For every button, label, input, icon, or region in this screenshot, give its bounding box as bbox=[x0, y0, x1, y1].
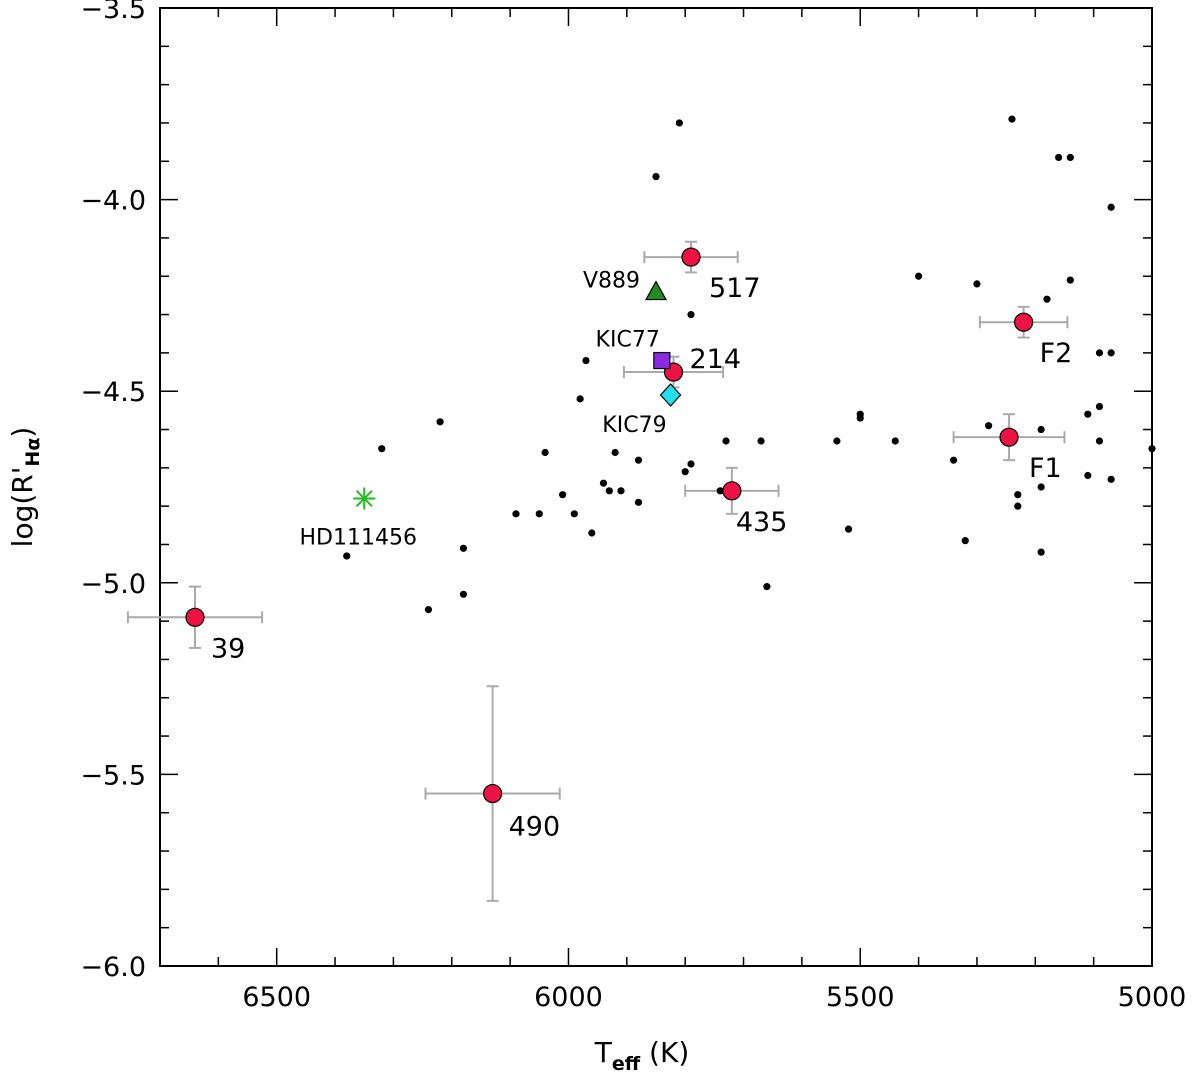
comparison-star-point bbox=[576, 395, 584, 403]
comparison-star-point bbox=[459, 590, 468, 598]
kic77-marker bbox=[653, 351, 671, 370]
comparison-star-point bbox=[961, 537, 969, 545]
comparison-star-point bbox=[605, 487, 613, 495]
comparison-stars bbox=[343, 115, 1156, 614]
target-label-490: 490 bbox=[509, 812, 561, 843]
comparison-star-point bbox=[757, 437, 765, 445]
comparison-star-point bbox=[687, 310, 695, 319]
kic79-label: KIC79 bbox=[602, 413, 666, 438]
comparison-star-point bbox=[652, 173, 660, 181]
comparison-star-point bbox=[1037, 483, 1045, 491]
comparison-star-point bbox=[1107, 475, 1115, 483]
comparison-star-point bbox=[424, 606, 433, 614]
comparison-star-point bbox=[985, 422, 993, 430]
target-star-39 bbox=[185, 607, 205, 627]
comparison-star-point bbox=[588, 529, 596, 537]
target-star-517 bbox=[681, 247, 701, 267]
comparison-star-point bbox=[634, 456, 643, 464]
y-tick-label: −6.0 bbox=[80, 952, 146, 983]
comparison-star-point bbox=[1037, 548, 1045, 556]
comparison-star-point bbox=[675, 119, 683, 127]
comparison-star-point bbox=[1148, 445, 1156, 453]
comparison-star-point bbox=[459, 544, 468, 552]
comparison-star-point bbox=[611, 448, 619, 457]
target-label-39: 39 bbox=[211, 633, 245, 664]
x-tick-label: 5500 bbox=[826, 982, 895, 1013]
comparison-star-point bbox=[687, 460, 695, 468]
y-tick-label: −4.0 bbox=[80, 186, 146, 217]
target-star-490 bbox=[483, 783, 503, 804]
comparison-star-point bbox=[436, 418, 444, 426]
comparison-star-point bbox=[950, 456, 958, 464]
comparison-star-point bbox=[1014, 502, 1022, 510]
comparison-star-point bbox=[1055, 153, 1063, 162]
y-axis-title: log(R'Hα) bbox=[6, 427, 44, 548]
target-star-F2 bbox=[1014, 312, 1034, 332]
target-label-F1: F1 bbox=[1029, 453, 1062, 484]
comparison-star-point bbox=[582, 356, 590, 365]
axes: 6500 6000 5500 5000 −3.5 −4.0 −4.5 −5.0 −5.5 −6.0… bbox=[6, 0, 1186, 1075]
comparison-star-point bbox=[559, 491, 567, 499]
comparison-star-point bbox=[378, 445, 386, 453]
comparison-star-point bbox=[1107, 203, 1115, 211]
kic77-label: KIC77 bbox=[596, 328, 660, 353]
comparison-star-point bbox=[1043, 295, 1051, 303]
plot-frame bbox=[159, 7, 1153, 967]
comparison-star-point bbox=[1037, 425, 1045, 434]
comparison-star-point bbox=[535, 510, 543, 518]
comparison-star-point bbox=[1008, 115, 1016, 123]
x-tick-label: 6500 bbox=[242, 982, 311, 1013]
comparison-star-point bbox=[1014, 491, 1022, 499]
comparison-star-point bbox=[634, 498, 643, 506]
comparison-star-point bbox=[856, 414, 864, 422]
y-tick-label: −5.5 bbox=[80, 760, 146, 791]
y-tick-label: −5.0 bbox=[80, 569, 146, 600]
comparison-star-point bbox=[512, 510, 520, 518]
comparison-star-point bbox=[541, 448, 549, 457]
comparison-star-point bbox=[914, 272, 923, 280]
point-labels: 517 214 435 39 490 F2 F1 V889 KIC77 KIC79 HD111456 bbox=[211, 269, 1072, 843]
comparison-star-point bbox=[891, 437, 899, 445]
comparison-star-point bbox=[1066, 153, 1074, 162]
comparison-star-point bbox=[599, 479, 608, 487]
target-label-214: 214 bbox=[690, 344, 742, 375]
kic79-marker bbox=[659, 383, 682, 407]
comparison-star-point bbox=[833, 437, 841, 445]
x-tick-label: 6000 bbox=[534, 982, 603, 1013]
hd111456-marker bbox=[353, 487, 376, 510]
comparison-star-point bbox=[1084, 471, 1092, 480]
special-stars bbox=[353, 280, 682, 510]
target-label-F2: F2 bbox=[1040, 338, 1073, 369]
y-tick-label: −3.5 bbox=[80, 0, 146, 25]
target-star-435 bbox=[722, 481, 742, 501]
comparison-star-point bbox=[1066, 276, 1074, 284]
comparison-star-point bbox=[1095, 402, 1104, 411]
target-star-F1 bbox=[999, 427, 1019, 447]
comparison-star-point bbox=[617, 487, 625, 495]
comparison-star-point bbox=[844, 525, 853, 533]
v889-label: V889 bbox=[583, 269, 640, 294]
comparison-star-point bbox=[722, 437, 730, 445]
comparison-star-point bbox=[1095, 349, 1104, 357]
comparison-star-point bbox=[570, 510, 578, 518]
comparison-star-point bbox=[973, 280, 981, 288]
comparison-star-point bbox=[716, 487, 724, 495]
comparison-star-point bbox=[1107, 349, 1115, 357]
y-tick-label: −4.5 bbox=[80, 377, 146, 408]
target-label-435: 435 bbox=[736, 507, 788, 538]
comparison-star-point bbox=[1084, 410, 1092, 418]
v889-marker bbox=[644, 280, 668, 301]
asterisk-stroke bbox=[355, 490, 373, 507]
comparison-star-point bbox=[343, 552, 351, 560]
comparison-star-point bbox=[763, 583, 771, 591]
hd111456-label: HD111456 bbox=[300, 525, 417, 550]
comparison-star-point bbox=[1095, 437, 1104, 445]
x-tick-label: 5000 bbox=[1118, 982, 1187, 1013]
comparison-star-point bbox=[681, 468, 689, 476]
target-label-517: 517 bbox=[709, 273, 761, 304]
x-axis-title: Teff (K) bbox=[594, 1036, 690, 1075]
